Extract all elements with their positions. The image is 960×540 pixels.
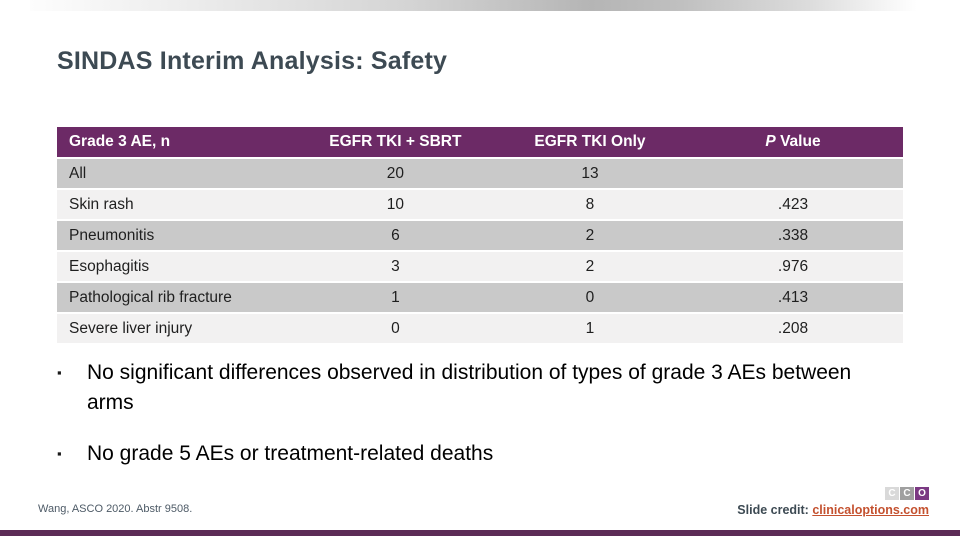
- table-row: Severe liver injury 0 1 .208: [57, 313, 903, 345]
- cco-logo-letter: C: [900, 487, 914, 500]
- bullet-list: ▪ No significant differences observed in…: [57, 358, 872, 490]
- column-header-egfr-tki-only: EGFR TKI Only: [496, 127, 684, 159]
- cco-logo-letter: O: [915, 487, 929, 500]
- safety-table: Grade 3 AE, n EGFR TKI + SBRT EGFR TKI O…: [57, 127, 903, 345]
- clinicaloptions-link[interactable]: clinicaloptions.com: [812, 503, 929, 517]
- cell-egfr-tki-only: 1: [496, 313, 684, 345]
- table-row: Skin rash 10 8 .423: [57, 189, 903, 221]
- cell-p-value: .423: [683, 189, 903, 221]
- bullet-item: ▪ No grade 5 AEs or treatment-related de…: [57, 439, 872, 469]
- cell-egfr-tki-only: 2: [496, 251, 684, 283]
- cell-p-value: .338: [683, 220, 903, 252]
- row-label: Severe liver injury: [57, 313, 294, 345]
- slide-title: SINDAS Interim Analysis: Safety: [57, 47, 448, 75]
- table-row: All 20 13: [57, 158, 903, 190]
- cco-logo: C C O: [885, 487, 929, 500]
- table-row: Pathological rib fracture 1 0 .413: [57, 282, 903, 314]
- cell-p-value: .976: [683, 251, 903, 283]
- bullet-text: No significant differences observed in d…: [87, 361, 852, 414]
- cell-egfr-tki-only: 13: [496, 158, 684, 190]
- square-bullet-icon: ▪: [57, 446, 62, 461]
- row-label: All: [57, 158, 294, 190]
- slide-credit: Slide credit: clinicaloptions.com: [737, 503, 929, 517]
- p-value-italic-p: P: [765, 133, 776, 150]
- row-label: Pathological rib fracture: [57, 282, 294, 314]
- table-header-row: Grade 3 AE, n EGFR TKI + SBRT EGFR TKI O…: [57, 127, 903, 159]
- cell-egfr-tki-sbrt: 10: [293, 189, 497, 221]
- top-gradient-bar: [30, 0, 935, 11]
- cell-egfr-tki-only: 8: [496, 189, 684, 221]
- cell-egfr-tki-only: 0: [496, 282, 684, 314]
- cell-p-value: .208: [683, 313, 903, 345]
- column-header-grade3-ae: Grade 3 AE, n: [57, 127, 294, 159]
- cell-egfr-tki-sbrt: 20: [293, 158, 497, 190]
- column-header-p-value: P Value: [683, 127, 903, 159]
- table-row: Esophagitis 3 2 .976: [57, 251, 903, 283]
- bullet-text: No grade 5 AEs or treatment-related deat…: [87, 442, 494, 465]
- table-row: Pneumonitis 6 2 .338: [57, 220, 903, 252]
- cell-egfr-tki-sbrt: 3: [293, 251, 497, 283]
- row-label: Esophagitis: [57, 251, 294, 283]
- square-bullet-icon: ▪: [57, 365, 62, 380]
- bullet-item: ▪ No significant differences observed in…: [57, 358, 872, 418]
- slide-credit-label: Slide credit:: [737, 503, 813, 517]
- cell-egfr-tki-sbrt: 1: [293, 282, 497, 314]
- row-label: Pneumonitis: [57, 220, 294, 252]
- p-value-rest: Value: [775, 133, 821, 150]
- column-header-egfr-tki-sbrt: EGFR TKI + SBRT: [293, 127, 497, 159]
- bottom-accent-bar: [0, 530, 960, 536]
- cell-p-value: [683, 158, 903, 190]
- cell-egfr-tki-sbrt: 0: [293, 313, 497, 345]
- cell-p-value: .413: [683, 282, 903, 314]
- citation-reference: Wang, ASCO 2020. Abstr 9508.: [38, 503, 193, 515]
- row-label: Skin rash: [57, 189, 294, 221]
- cell-egfr-tki-only: 2: [496, 220, 684, 252]
- cco-logo-letter: C: [885, 487, 899, 500]
- cell-egfr-tki-sbrt: 6: [293, 220, 497, 252]
